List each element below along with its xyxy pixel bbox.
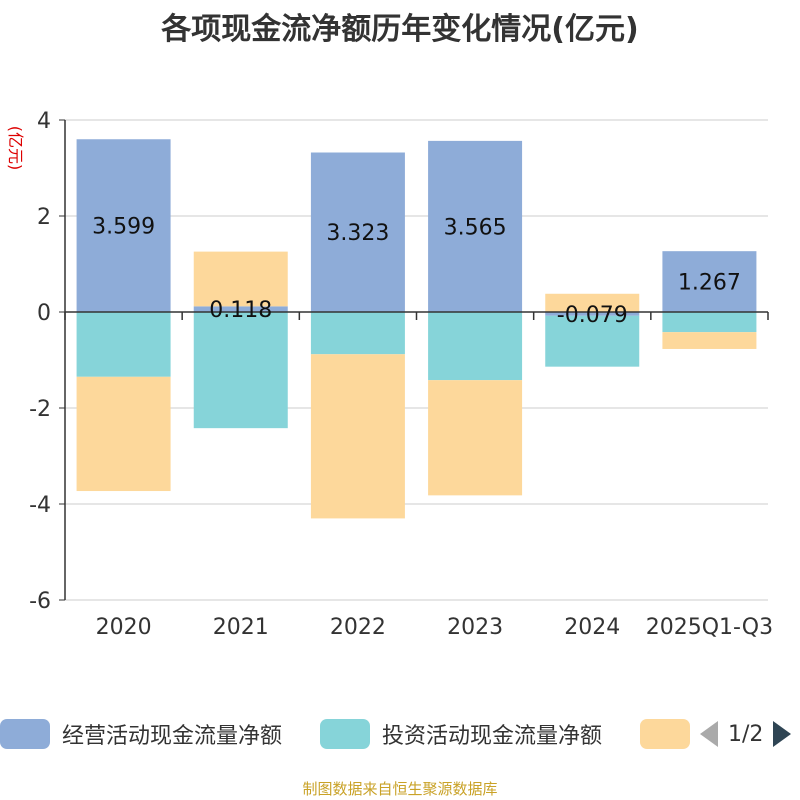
legend: 经营活动现金流量净额 投资活动现金流量净额 1/2 — [0, 716, 800, 752]
bar-operating-2025Q1-Q3 — [662, 251, 757, 312]
x-tick-label: 2024 — [564, 615, 620, 640]
data-label-operating-2020: 3.599 — [92, 215, 155, 240]
bar-operating-2021 — [193, 306, 288, 312]
source-note: 制图数据来自恒生聚源数据库 — [302, 780, 498, 798]
x-tick-label: 2022 — [330, 615, 386, 640]
x-tick-label: 2023 — [447, 615, 503, 640]
legend-prev-page-icon[interactable] — [700, 721, 718, 747]
bar-investing-2020 — [76, 312, 171, 377]
chart-canvas: 4 2 0 -2 -4 -6 (亿元) 3.599 0.118 3.323 3.565 -0.079 1… — [6, 109, 773, 640]
y-tick-label: 4 — [37, 109, 51, 134]
bar-financing-2023 — [428, 380, 523, 496]
bar-investing-2025Q1-Q3 — [662, 312, 757, 333]
data-label-operating-2022: 3.323 — [326, 221, 389, 246]
data-label-operating-2021: 0.118 — [209, 298, 272, 323]
bar-investing-2024 — [545, 315, 640, 367]
legend-item-financing[interactable] — [640, 716, 690, 752]
bar-investing-2023 — [428, 312, 523, 381]
y-tick-label: -4 — [29, 493, 51, 518]
legend-swatch-financing — [640, 719, 690, 749]
y-tick-label: -6 — [29, 589, 51, 614]
bar-financing-2020 — [76, 376, 171, 492]
legend-item-operating[interactable]: 经营活动现金流量净额 — [0, 716, 282, 752]
bar-financing-2025Q1-Q3 — [662, 332, 757, 349]
legend-pager: 1/2 — [700, 716, 792, 752]
legend-next-page-icon[interactable] — [773, 721, 792, 747]
y-tick-label: -2 — [29, 397, 51, 422]
x-tick-label: 2021 — [213, 615, 269, 640]
legend-label-investing: 投资活动现金流量净额 — [382, 724, 603, 749]
legend-item-investing[interactable]: 投资活动现金流量净额 — [320, 716, 602, 752]
bar-operating-2023 — [428, 140, 523, 312]
x-tick-label: 2025Q1-Q3 — [646, 615, 773, 640]
bar-financing-2021 — [193, 251, 288, 307]
y-tick-label: 0 — [37, 301, 51, 326]
bar-investing-2022 — [310, 312, 405, 355]
y-tick-label: 2 — [37, 205, 51, 230]
legend-label-operating: 经营活动现金流量净额 — [62, 724, 283, 749]
chart-title: 各项现金流净额历年变化情况(亿元) — [161, 12, 639, 47]
bar-financing-2024 — [545, 293, 640, 312]
bar-operating-2020 — [76, 139, 171, 312]
data-label-operating-2023: 3.565 — [444, 215, 507, 240]
bar-operating-2024 — [545, 312, 640, 316]
legend-page-indicator: 1/2 — [728, 721, 764, 747]
data-label-operating-2024: -0.079 — [557, 303, 628, 328]
bar-investing-2021 — [193, 312, 288, 429]
x-tick-label: 2020 — [96, 615, 152, 640]
bar-operating-2022 — [310, 152, 405, 312]
bar-financing-2022 — [310, 354, 405, 519]
legend-swatch-investing — [320, 719, 370, 749]
legend-swatch-operating — [0, 719, 50, 749]
data-label-operating-2025Q1-Q3: 1.267 — [678, 271, 741, 296]
y-axis-unit-label: (亿元) — [6, 126, 25, 171]
